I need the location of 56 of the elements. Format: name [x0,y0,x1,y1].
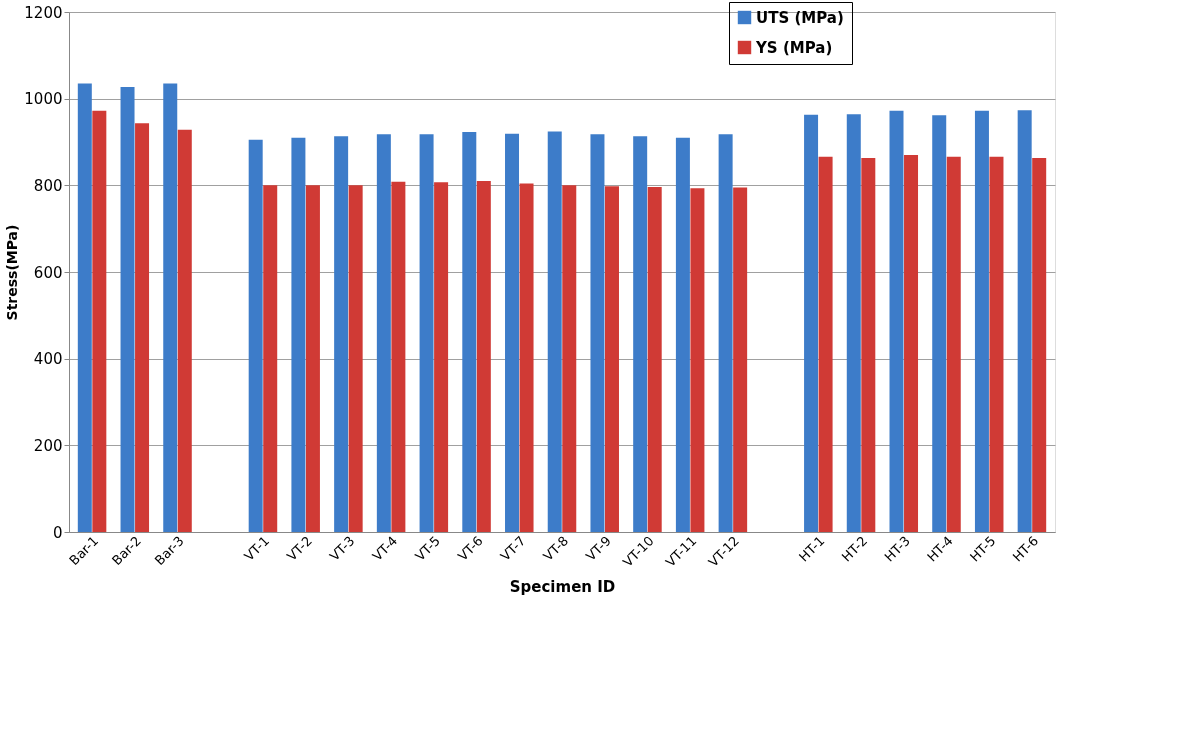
bar [120,86,135,532]
bar [804,114,819,532]
y-tick-label: 0 [52,523,63,542]
x-tick-label: VT-2 [284,533,315,564]
bar [989,156,1004,532]
bar [419,134,434,532]
legend-label: YS (MPa) [755,38,833,57]
y-tick-label: 400 [33,350,63,369]
bar [177,129,192,532]
bar [547,131,562,532]
bar [505,133,520,532]
y-tick-label: 1200 [24,3,63,22]
bar [1032,158,1047,532]
bar [77,83,92,532]
bar [135,123,150,532]
y-tick-label: 600 [33,263,63,282]
bar [248,139,263,532]
bar [590,134,605,532]
bar [932,115,947,532]
bar [633,136,648,532]
bar [946,156,961,532]
bar [690,188,705,532]
bar [263,185,278,532]
bar [974,110,989,532]
x-tick-label: VT-9 [583,533,614,564]
bar [348,185,363,532]
bar [376,134,391,532]
bar [434,182,449,532]
bar [647,187,662,532]
bar [562,185,577,532]
bar [675,137,690,532]
bar [291,137,306,532]
y-tick-label: 800 [33,176,63,195]
y-axis-title: Stress(MPa) [4,224,21,321]
bar [1017,110,1032,532]
bar [889,110,904,532]
bar [519,183,534,532]
bar [391,181,406,532]
bar [604,186,619,532]
bar [818,156,833,532]
bar [733,187,748,532]
y-tick-label: 200 [33,436,63,455]
bar [718,134,733,532]
legend-label: UTS (MPa) [756,8,844,27]
bar [163,83,178,532]
bar [334,136,349,532]
bar [92,110,107,532]
bar [904,155,919,532]
x-tick-label: VT-1 [241,533,273,564]
y-tick-label: 1000 [24,90,63,109]
x-axis-title: Specimen ID [509,577,616,596]
bar [861,158,876,532]
bar [462,132,477,532]
bar [476,181,491,532]
bar [305,185,320,532]
bar [846,114,861,532]
